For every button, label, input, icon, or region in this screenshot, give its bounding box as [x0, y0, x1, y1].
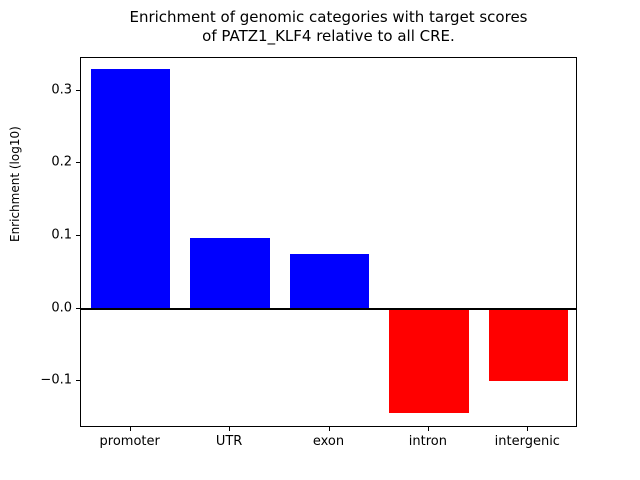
x-tick-mark: [427, 427, 429, 431]
x-tick-label-intron: intron: [408, 434, 447, 449]
zero-axis-line: [81, 307, 576, 310]
x-tick-mark: [129, 427, 131, 431]
bar-promoter: [90, 68, 171, 309]
y-tick-label: 0.0: [51, 300, 72, 316]
chart-title: Enrichment of genomic categories with ta…: [129, 8, 528, 45]
y-tick-mark: [76, 235, 80, 237]
x-tick-label-exon: exon: [312, 434, 345, 449]
y-tick-mark: [76, 89, 80, 91]
x-tick-mark: [229, 427, 231, 431]
plot-area: [80, 57, 577, 427]
bar-UTR: [190, 238, 270, 309]
y-tick-label: −0.1: [40, 372, 72, 388]
x-tick-label-UTR: UTR: [215, 434, 243, 449]
y-tick-mark: [76, 162, 80, 164]
bar-intergenic: [488, 308, 569, 381]
x-tick-label-promoter: promoter: [99, 434, 160, 449]
y-tick-mark: [76, 380, 80, 382]
x-tick-mark: [328, 427, 330, 431]
y-tick-mark: [76, 307, 80, 309]
y-tick-label: 0.1: [51, 227, 72, 243]
x-tick-mark: [527, 427, 529, 431]
y-tick-label: 0.3: [51, 82, 72, 98]
y-tick-label: 0.2: [51, 154, 72, 170]
x-tick-label-intergenic: intergenic: [494, 434, 560, 449]
bar-exon: [289, 253, 370, 309]
bar-intron: [389, 308, 469, 413]
